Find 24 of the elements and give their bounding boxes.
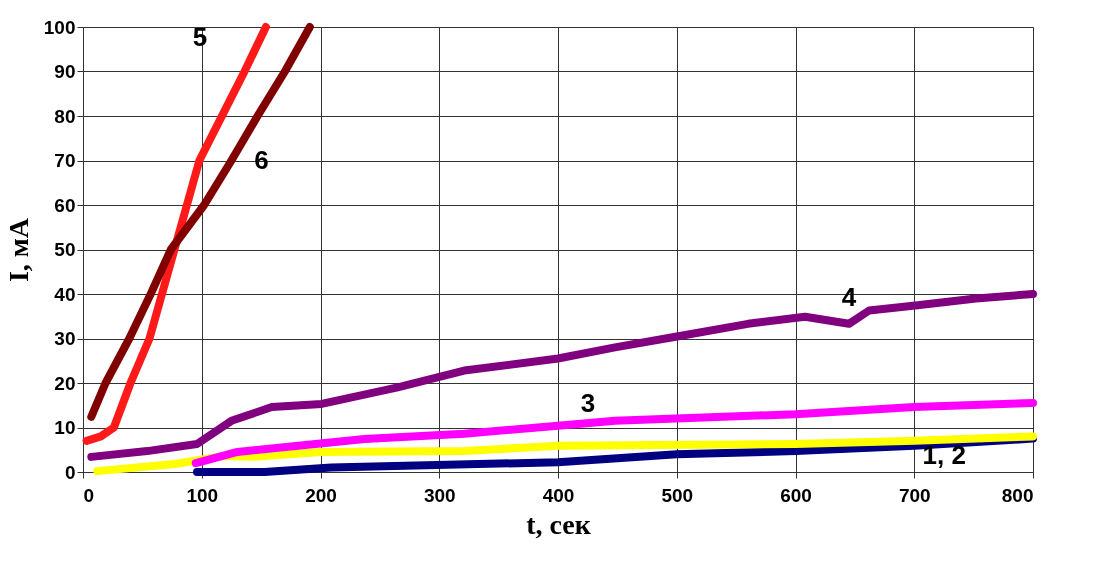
x-tick-label: 400 bbox=[542, 484, 575, 506]
y-tick-label: 30 bbox=[54, 328, 76, 349]
x-tick-label: 0 bbox=[83, 484, 95, 506]
y-tick-label: 80 bbox=[54, 105, 76, 127]
x-tick-label: 300 bbox=[423, 484, 456, 506]
series-label: 3 bbox=[580, 387, 596, 418]
x-tick-label: 100 bbox=[186, 484, 219, 506]
y-tick-label: 70 bbox=[54, 150, 76, 171]
x-tick-label: 600 bbox=[780, 484, 812, 506]
y-tick-label: 90 bbox=[54, 61, 76, 82]
annotation: 1, 2 bbox=[922, 440, 966, 470]
y-axis-title: I, мА bbox=[2, 217, 34, 283]
y-tick-label: 10 bbox=[54, 417, 76, 438]
x-axis-title: t, сек bbox=[526, 508, 592, 540]
y-tick-label: 50 bbox=[54, 239, 76, 260]
x-tick-label: 500 bbox=[661, 484, 694, 506]
y-tick-label: 60 bbox=[54, 194, 76, 216]
y-tick-label: 20 bbox=[54, 372, 76, 394]
x-tick-label: 800 bbox=[1001, 484, 1034, 506]
y-tick-label: 0 bbox=[64, 461, 76, 483]
y-tick-label: 100 bbox=[43, 16, 76, 38]
y-tick-label: 40 bbox=[54, 283, 76, 305]
x-tick-label: 200 bbox=[305, 484, 337, 506]
x-tick-label: 700 bbox=[898, 484, 931, 506]
